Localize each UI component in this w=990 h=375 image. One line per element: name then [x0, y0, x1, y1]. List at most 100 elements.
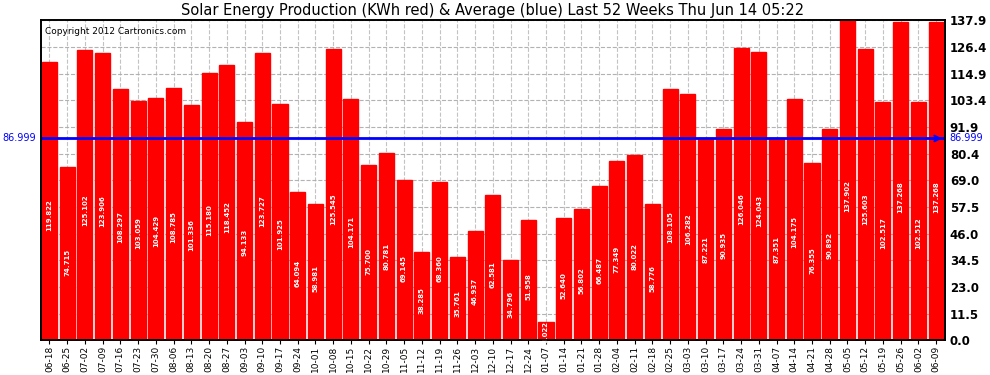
Text: 66.487: 66.487 — [596, 258, 602, 285]
Bar — [272, 104, 287, 340]
Bar — [698, 138, 713, 340]
Bar — [503, 260, 518, 340]
Text: 125.102: 125.102 — [82, 194, 88, 225]
Text: 104.175: 104.175 — [791, 216, 797, 248]
Text: 86.999: 86.999 — [949, 134, 983, 144]
Bar — [929, 22, 943, 340]
Bar — [627, 154, 643, 340]
Text: 124.043: 124.043 — [755, 195, 761, 227]
Text: 56.802: 56.802 — [578, 268, 584, 294]
Bar — [344, 99, 358, 340]
Bar — [574, 209, 589, 340]
Text: 119.822: 119.822 — [47, 200, 52, 231]
Bar — [254, 53, 270, 340]
Text: 58.776: 58.776 — [649, 266, 655, 292]
Bar — [485, 195, 500, 340]
Text: 104.171: 104.171 — [347, 216, 353, 248]
Bar — [662, 90, 677, 340]
Bar — [166, 88, 181, 340]
Text: 75.700: 75.700 — [365, 248, 371, 275]
Text: 90.892: 90.892 — [827, 232, 833, 259]
Text: 64.094: 64.094 — [295, 260, 301, 287]
Text: 69.145: 69.145 — [401, 255, 407, 282]
Bar — [644, 204, 660, 340]
Text: 101.336: 101.336 — [188, 219, 194, 251]
Bar — [148, 98, 163, 340]
Bar — [787, 99, 802, 340]
Text: 126.046: 126.046 — [739, 193, 744, 225]
Bar — [77, 50, 92, 340]
Text: 80.781: 80.781 — [383, 243, 389, 270]
Bar — [911, 102, 926, 340]
Text: 62.581: 62.581 — [490, 262, 496, 288]
Bar — [840, 20, 855, 340]
Text: 38.285: 38.285 — [419, 287, 425, 314]
Text: 8.022: 8.022 — [543, 321, 549, 343]
Text: 102.512: 102.512 — [916, 217, 922, 249]
Bar — [734, 48, 748, 340]
Text: 52.640: 52.640 — [560, 272, 566, 299]
Bar — [59, 167, 74, 340]
Text: 115.180: 115.180 — [206, 204, 212, 236]
Text: 80.022: 80.022 — [632, 243, 638, 270]
Text: 137.268: 137.268 — [898, 181, 904, 213]
Bar — [131, 101, 146, 340]
Bar — [769, 138, 784, 340]
Text: 94.133: 94.133 — [242, 228, 248, 256]
Text: 106.282: 106.282 — [685, 214, 691, 245]
Bar — [449, 257, 465, 340]
Bar — [379, 153, 394, 340]
Text: 86.999: 86.999 — [3, 134, 37, 144]
Bar — [361, 165, 376, 340]
Text: 87.351: 87.351 — [773, 236, 779, 262]
Text: 137.902: 137.902 — [844, 180, 850, 212]
Bar — [893, 22, 908, 340]
Text: 125.545: 125.545 — [331, 194, 337, 225]
Bar — [308, 204, 323, 340]
Title: Solar Energy Production (KWh red) & Average (blue) Last 52 Weeks Thu Jun 14 05:2: Solar Energy Production (KWh red) & Aver… — [181, 3, 804, 18]
Text: 108.785: 108.785 — [170, 211, 176, 243]
Text: 104.429: 104.429 — [152, 215, 158, 248]
Bar — [432, 182, 447, 340]
Bar — [556, 218, 571, 340]
Text: 108.105: 108.105 — [667, 211, 673, 243]
Text: 35.761: 35.761 — [454, 290, 460, 316]
Text: 103.059: 103.059 — [135, 217, 142, 249]
Text: 123.906: 123.906 — [100, 195, 106, 227]
Text: 34.796: 34.796 — [508, 291, 514, 318]
Text: 137.268: 137.268 — [934, 181, 940, 213]
Text: 101.925: 101.925 — [277, 218, 283, 250]
Bar — [805, 163, 820, 340]
Bar — [219, 66, 235, 341]
Text: 46.937: 46.937 — [472, 278, 478, 305]
Text: 76.355: 76.355 — [809, 247, 815, 274]
Text: 58.981: 58.981 — [313, 265, 319, 292]
Text: 77.349: 77.349 — [614, 246, 620, 273]
Bar — [326, 49, 341, 340]
Bar — [875, 102, 890, 340]
Bar — [822, 129, 838, 340]
Bar — [751, 53, 766, 340]
Text: 90.935: 90.935 — [721, 232, 727, 259]
Text: 87.221: 87.221 — [703, 236, 709, 263]
Text: 102.517: 102.517 — [880, 217, 886, 249]
Bar — [716, 129, 731, 340]
Bar — [95, 53, 110, 340]
Text: Copyright 2012 Cartronics.com: Copyright 2012 Cartronics.com — [46, 27, 186, 36]
Bar — [539, 322, 553, 340]
Text: 74.715: 74.715 — [64, 249, 70, 276]
Bar — [202, 73, 217, 341]
Text: 51.958: 51.958 — [526, 273, 532, 300]
Bar — [610, 161, 625, 340]
Text: 108.297: 108.297 — [118, 211, 124, 243]
Bar — [467, 231, 482, 340]
Bar — [397, 180, 412, 340]
Bar — [592, 186, 607, 340]
Bar — [290, 192, 305, 340]
Bar — [184, 105, 199, 340]
Bar — [414, 252, 430, 340]
Bar — [113, 89, 128, 340]
Text: 118.452: 118.452 — [224, 201, 230, 232]
Bar — [680, 94, 695, 340]
Text: 123.727: 123.727 — [259, 195, 265, 227]
